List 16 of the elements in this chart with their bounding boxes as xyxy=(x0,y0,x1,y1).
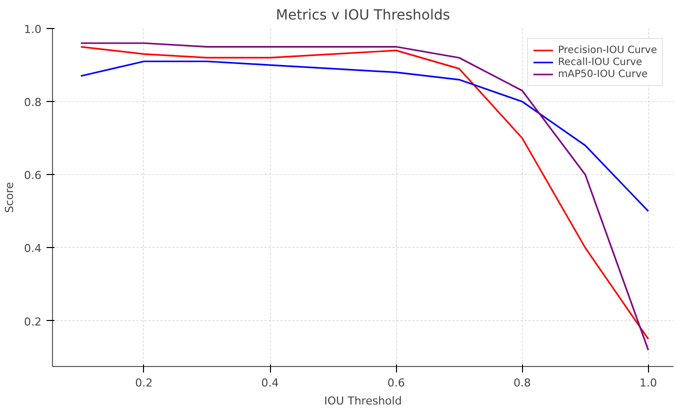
y-axis-title: Score xyxy=(3,182,16,213)
legend-label: Recall-IOU Curve xyxy=(558,56,642,68)
y-tick-label: 0.2 xyxy=(24,315,42,328)
x-tick-label: 0.2 xyxy=(135,376,153,390)
y-tick-label: 0.6 xyxy=(24,169,42,182)
chart-title: Metrics v IOU Thresholds xyxy=(276,8,450,24)
x-tick-label: 0.8 xyxy=(513,376,531,390)
legend-label: Precision-IOU Curve xyxy=(558,44,657,56)
y-tick-label: 0.8 xyxy=(24,96,42,110)
x-tick-label: 0.4 xyxy=(261,376,279,390)
y-tick-label: 0.4 xyxy=(24,242,42,256)
x-tick-label: 0.6 xyxy=(387,376,405,390)
y-tick-label: 1.0 xyxy=(24,23,42,36)
x-axis-title: IOU Threshold xyxy=(324,394,402,408)
x-tick-label: 1.0 xyxy=(640,376,658,390)
legend-label: mAP50-IOU Curve xyxy=(558,68,648,80)
